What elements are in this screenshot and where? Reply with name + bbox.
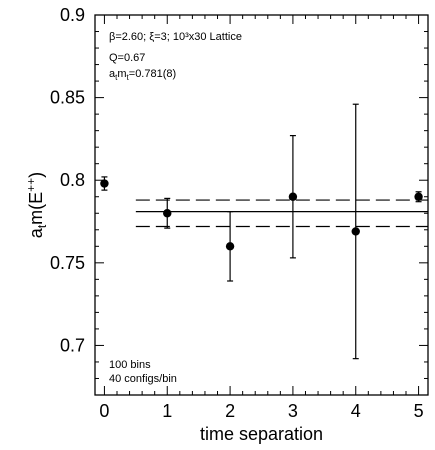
data-point — [414, 192, 423, 201]
annotation-mass: atmt=0.781(8) — [109, 68, 176, 82]
fit-lines — [135, 199, 428, 228]
x-tick-label: 1 — [162, 401, 172, 421]
data-points — [100, 103, 423, 360]
y-tick-label: 0.7 — [60, 335, 85, 355]
data-point — [225, 242, 235, 251]
annotation-configs: 40 configs/bin — [109, 373, 177, 385]
y-tick-label: 0.9 — [60, 5, 85, 25]
annotation-lattice: β=2.60; ξ=3; 10³x30 Lattice — [109, 31, 242, 43]
x-tick-label: 5 — [414, 401, 424, 421]
axis-ticks — [95, 14, 428, 396]
data-point — [163, 209, 172, 218]
x-tick-label: 3 — [288, 401, 298, 421]
annotation-top: β=2.60; ξ=3; 10³x30 Lattice Q=0.67 atmt=… — [109, 31, 242, 82]
y-tick-label: 0.75 — [50, 253, 85, 273]
data-point — [288, 192, 298, 201]
x-tick-label: 2 — [225, 401, 235, 421]
data-point — [100, 179, 109, 188]
y-axis-title: atm(E++) — [24, 172, 49, 238]
annotation-bottom: 100 bins 40 configs/bin — [109, 359, 177, 385]
x-axis-title: time separation — [200, 424, 323, 444]
plot-frame — [94, 14, 429, 396]
y-tick-label: 0.85 — [50, 88, 85, 108]
x-tick-label: 0 — [99, 401, 109, 421]
x-tick-labels: 0 1 2 3 4 5 — [99, 401, 423, 421]
x-tick-label: 4 — [351, 401, 361, 421]
y-tick-label: 0.8 — [60, 170, 85, 190]
y-tick-labels: 0.7 0.75 0.8 0.85 0.9 — [50, 5, 85, 355]
annotation-bins: 100 bins — [109, 359, 151, 371]
data-point — [351, 227, 360, 236]
annotation-q: Q=0.67 — [109, 52, 145, 64]
